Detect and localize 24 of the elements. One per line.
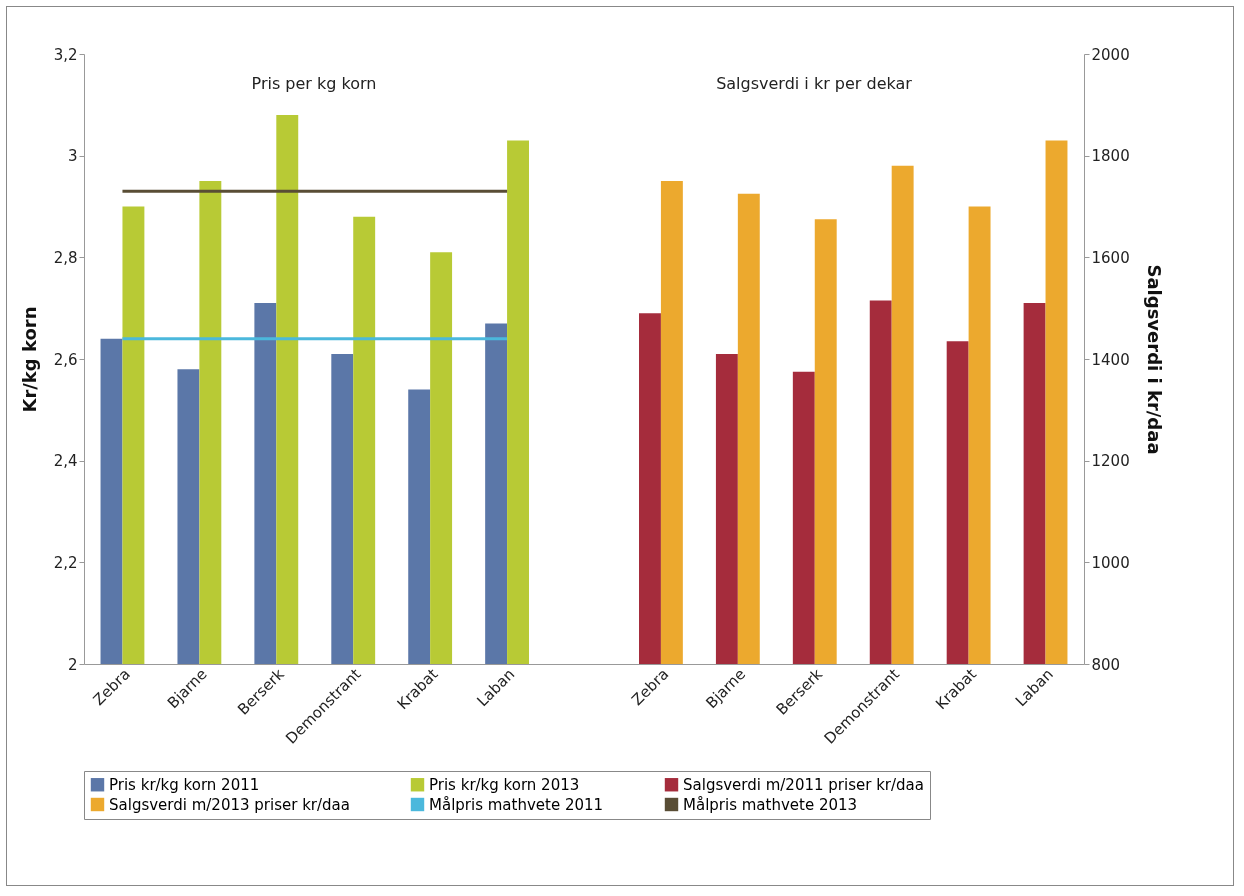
legend-label: Pris kr/kg korn 2013 bbox=[429, 775, 580, 794]
legend-label: Målpris mathvete 2011 bbox=[429, 795, 604, 814]
y2-tick-label: 800 bbox=[1091, 655, 1121, 674]
y2-tick-label: 1000 bbox=[1091, 553, 1130, 572]
y2-tick-label: 1800 bbox=[1091, 147, 1130, 166]
legend-label: Salgsverdi m/2011 priser kr/daa bbox=[683, 775, 924, 794]
legend-label: Pris kr/kg korn 2011 bbox=[109, 775, 260, 794]
y-tick-label: 2,2 bbox=[53, 553, 78, 572]
legend-label: Målpris mathvete 2013 bbox=[683, 795, 858, 814]
y-tick-label: 2,8 bbox=[53, 248, 78, 267]
y2-tick-label: 1200 bbox=[1091, 452, 1130, 471]
annotation: Salgsverdi i kr per dekar bbox=[716, 74, 913, 93]
y-tick-label: 2,6 bbox=[53, 350, 78, 369]
y-tick-label: 2 bbox=[67, 655, 78, 674]
y-axis-title: Kr/kg korn bbox=[18, 306, 40, 413]
y-tick-label: 3 bbox=[67, 147, 78, 166]
y2-axis-title: Salgsverdi i kr/daa bbox=[1143, 264, 1165, 455]
y-tick-label: 3,2 bbox=[53, 45, 78, 64]
legend-label: Salgsverdi m/2013 priser kr/daa bbox=[109, 795, 350, 814]
y2-tick-label: 2000 bbox=[1091, 45, 1130, 64]
y2-tick-label: 1600 bbox=[1091, 248, 1130, 267]
y2-tick-label: 1400 bbox=[1091, 350, 1130, 369]
annotation: Pris per kg korn bbox=[251, 74, 377, 93]
y-tick-label: 2,4 bbox=[53, 452, 78, 471]
